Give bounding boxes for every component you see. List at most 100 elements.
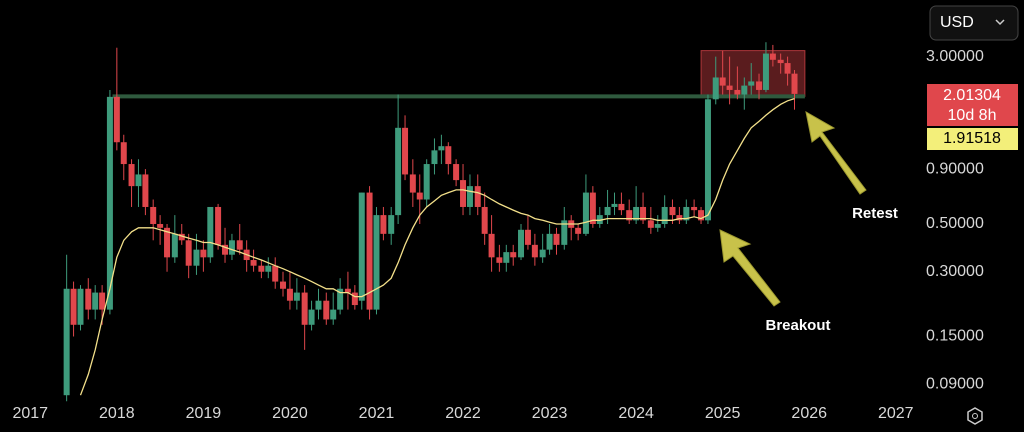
- candle-body: [92, 292, 99, 310]
- candle-body: [431, 150, 438, 165]
- candle-body: [524, 229, 531, 245]
- candle-body: [791, 73, 798, 94]
- candle-body: [258, 265, 265, 272]
- candle-body: [293, 292, 300, 301]
- candle-body: [712, 77, 719, 100]
- candle-body: [323, 300, 330, 320]
- candle-body: [99, 292, 106, 310]
- candle-body: [380, 215, 387, 234]
- currency-select[interactable]: [929, 5, 1019, 41]
- annotation: Retest: [852, 205, 898, 222]
- candle-body: [445, 146, 452, 165]
- candle-body: [315, 300, 322, 310]
- candle-body: [589, 192, 596, 225]
- candle-body: [611, 203, 618, 207]
- candle-body: [280, 281, 287, 289]
- candle-body: [423, 164, 430, 200]
- candle-body: [409, 174, 416, 193]
- ma-price-box: [927, 128, 1018, 150]
- candle-body: [734, 89, 741, 95]
- dropdown-caret: [995, 19, 1005, 26]
- currency-label: USD: [940, 14, 974, 31]
- candle-body: [488, 233, 495, 258]
- x-tick-label: 2024: [618, 405, 654, 422]
- candle-body: [640, 206, 647, 221]
- x-tick-label: 2026: [791, 405, 827, 422]
- candle-body: [661, 206, 668, 225]
- candle-body: [769, 53, 776, 60]
- candle-body: [106, 96, 113, 310]
- last-price: 2.01304: [943, 87, 1001, 104]
- settings-icon-dot: [972, 413, 978, 419]
- candle-body: [633, 206, 640, 221]
- candle-body: [669, 206, 676, 216]
- candle-body: [741, 85, 748, 95]
- plot-area: [63, 42, 806, 402]
- candle-body: [704, 99, 711, 221]
- candle-body: [518, 229, 525, 258]
- ma-price: 1.91518: [943, 130, 1001, 147]
- candle-body: [416, 192, 423, 200]
- candle-body: [185, 240, 192, 266]
- last-price-box: [927, 84, 1018, 126]
- candle-body: [539, 249, 546, 258]
- candle-body: [496, 257, 503, 263]
- x-tick-label: 2021: [359, 405, 395, 422]
- candle-body: [546, 233, 553, 250]
- y-tick-label: 0.15000: [926, 328, 984, 345]
- candle-body: [272, 265, 279, 282]
- y-tick-label: 3.00000: [926, 48, 984, 65]
- x-tick-label: 2027: [878, 405, 914, 422]
- candle-body: [286, 288, 293, 301]
- candle-body: [164, 227, 171, 258]
- candle-body: [358, 192, 365, 301]
- candle-body: [70, 288, 77, 325]
- candle-body: [676, 215, 683, 221]
- candle-body: [236, 240, 243, 250]
- candle-body: [344, 288, 351, 293]
- candle-body: [308, 309, 315, 325]
- candle-body: [481, 206, 488, 234]
- x-tick-label: 2025: [705, 405, 741, 422]
- x-tick-label: 2022: [445, 405, 481, 422]
- y-tick-label: 0.90000: [926, 160, 984, 177]
- settings-icon[interactable]: [967, 407, 983, 425]
- candle-body: [178, 233, 185, 241]
- candle-body: [250, 260, 257, 266]
- candle-body: [193, 249, 200, 266]
- candle-body: [395, 127, 402, 216]
- candle-body: [510, 252, 517, 258]
- candle-body: [215, 206, 222, 245]
- candle-body: [85, 288, 92, 310]
- candle-body: [726, 85, 733, 90]
- annotation: Breakout: [765, 317, 830, 334]
- candle-body: [366, 192, 373, 310]
- candle-body: [77, 288, 84, 325]
- candle-body: [604, 206, 611, 216]
- candle-body: [647, 220, 654, 228]
- candle-body: [228, 240, 235, 255]
- candle-body: [373, 215, 380, 310]
- x-tick-label: 2018: [99, 405, 135, 422]
- y-tick-label: 0.09000: [926, 375, 984, 392]
- y-tick-label: 0.50000: [926, 215, 984, 232]
- candle-body: [762, 53, 769, 90]
- candle-body: [388, 215, 395, 234]
- candle-body: [150, 206, 157, 225]
- moving-average: [79, 97, 795, 396]
- candle-body: [698, 210, 705, 221]
- candle-body: [503, 252, 510, 263]
- candle-body: [784, 63, 791, 74]
- candle-body: [626, 210, 633, 221]
- candle-body: [171, 233, 178, 258]
- candle-body: [575, 227, 582, 234]
- candle-body: [756, 81, 763, 90]
- candle-body: [582, 192, 589, 234]
- countdown: 10d 8h: [948, 107, 997, 124]
- candle-body: [719, 77, 726, 86]
- candle-body: [113, 96, 120, 143]
- candle-body: [128, 164, 135, 187]
- candle-body: [120, 142, 127, 165]
- candle-body: [63, 288, 70, 396]
